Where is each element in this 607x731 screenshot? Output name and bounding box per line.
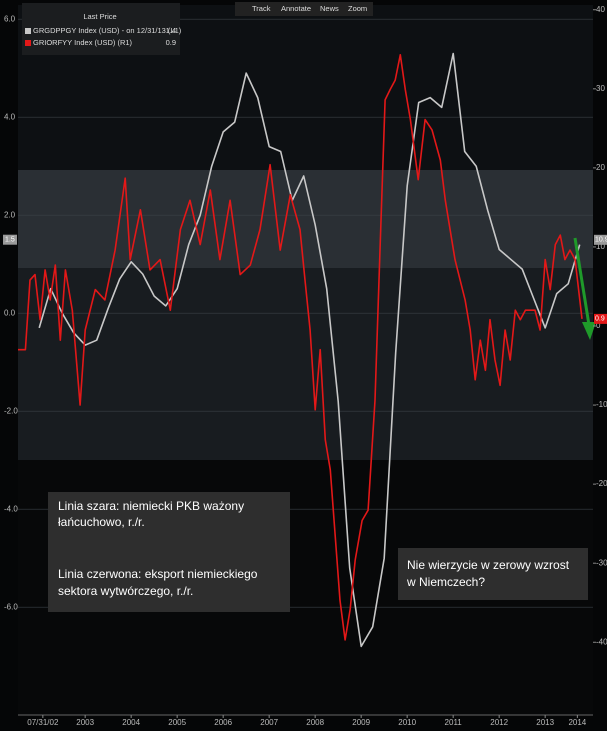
price-tag-label: 10.9: [595, 237, 607, 244]
legend-value: 0.9: [166, 38, 176, 47]
y-tick-label: -4.0: [4, 504, 18, 513]
x-tick-label: 2013: [536, 718, 554, 727]
y2-tick-label: 10: [596, 242, 605, 251]
toolbar: [235, 2, 373, 16]
note-box: [48, 492, 290, 612]
series-line: [38, 52, 581, 648]
x-tick-label: 2014: [568, 718, 586, 727]
arrow: [573, 237, 591, 326]
x-tick-label: 2003: [76, 718, 94, 727]
y2-tick-label: -10: [596, 400, 607, 409]
y2-tick-label: 40: [596, 5, 605, 14]
x-tick-label: 07/31/02: [27, 718, 59, 727]
legend-value: 1.4: [166, 26, 176, 35]
x-tick-label: 2010: [398, 718, 416, 727]
y2-tick-label: -40: [596, 637, 607, 646]
legend-swatch: [25, 40, 31, 46]
legend-swatch: [25, 28, 31, 34]
y2-tick-label: 30: [596, 84, 605, 93]
x-tick-label: 2008: [306, 718, 324, 727]
toolbar-button[interactable]: Annotate: [281, 4, 311, 13]
note-box: [398, 548, 588, 600]
x-tick-label: 2012: [490, 718, 508, 727]
y-tick-label: 0.0: [4, 308, 16, 317]
note: Linia szara: niemiecki PKB ważony: [58, 499, 244, 513]
x-tick-label: 2007: [260, 718, 278, 727]
y2-tick-label: -20: [596, 479, 607, 488]
legend-label: GRGDPPGY Index (USD) - on 12/31/13 (L1): [33, 26, 182, 35]
toolbar-button[interactable]: Zoom: [348, 4, 367, 13]
toolbar-button[interactable]: Track: [252, 4, 271, 13]
price-tag: [594, 234, 607, 245]
note: łańcuchowo, r./r.: [58, 515, 145, 529]
legend-label: GRIORFYY Index (USD) (R1): [33, 38, 133, 47]
y2-tick-label: 20: [596, 163, 605, 172]
y-tick-label: -6.0: [4, 602, 18, 611]
x-tick-label: 2005: [168, 718, 186, 727]
note: w Niemczech?: [406, 575, 485, 589]
series-line: [18, 54, 583, 641]
arrow-head: [582, 322, 596, 340]
price-tag-label: 1.5: [5, 237, 15, 244]
y-tick-label: -2.0: [4, 406, 18, 415]
x-tick-label: 2009: [352, 718, 370, 727]
note: sektora wytwórczego, r./r.: [58, 584, 193, 598]
x-tick-label: 2006: [214, 718, 232, 727]
y-tick-label: 6.0: [4, 14, 16, 23]
x-tick-label: 2004: [122, 718, 140, 727]
x-tick-label: 2011: [445, 718, 463, 727]
note: Nie wierzycie w zerowy wzrost: [407, 558, 570, 572]
price-tag: [3, 234, 17, 245]
band: [18, 268, 593, 460]
toolbar-button[interactable]: News: [320, 4, 339, 13]
y2-tick-label: 0: [596, 321, 601, 330]
y2-tick-label: -30: [596, 558, 607, 567]
price-tag-label: 0.9: [595, 316, 605, 323]
note: Linia czerwona: eksport niemieckiego: [58, 567, 258, 581]
y-tick-label: 2.0: [4, 210, 16, 219]
y-tick-label: 4.0: [4, 112, 16, 121]
legend-header: Last Price: [83, 12, 116, 21]
legend-box: [22, 3, 180, 55]
price-tag: [594, 313, 607, 324]
